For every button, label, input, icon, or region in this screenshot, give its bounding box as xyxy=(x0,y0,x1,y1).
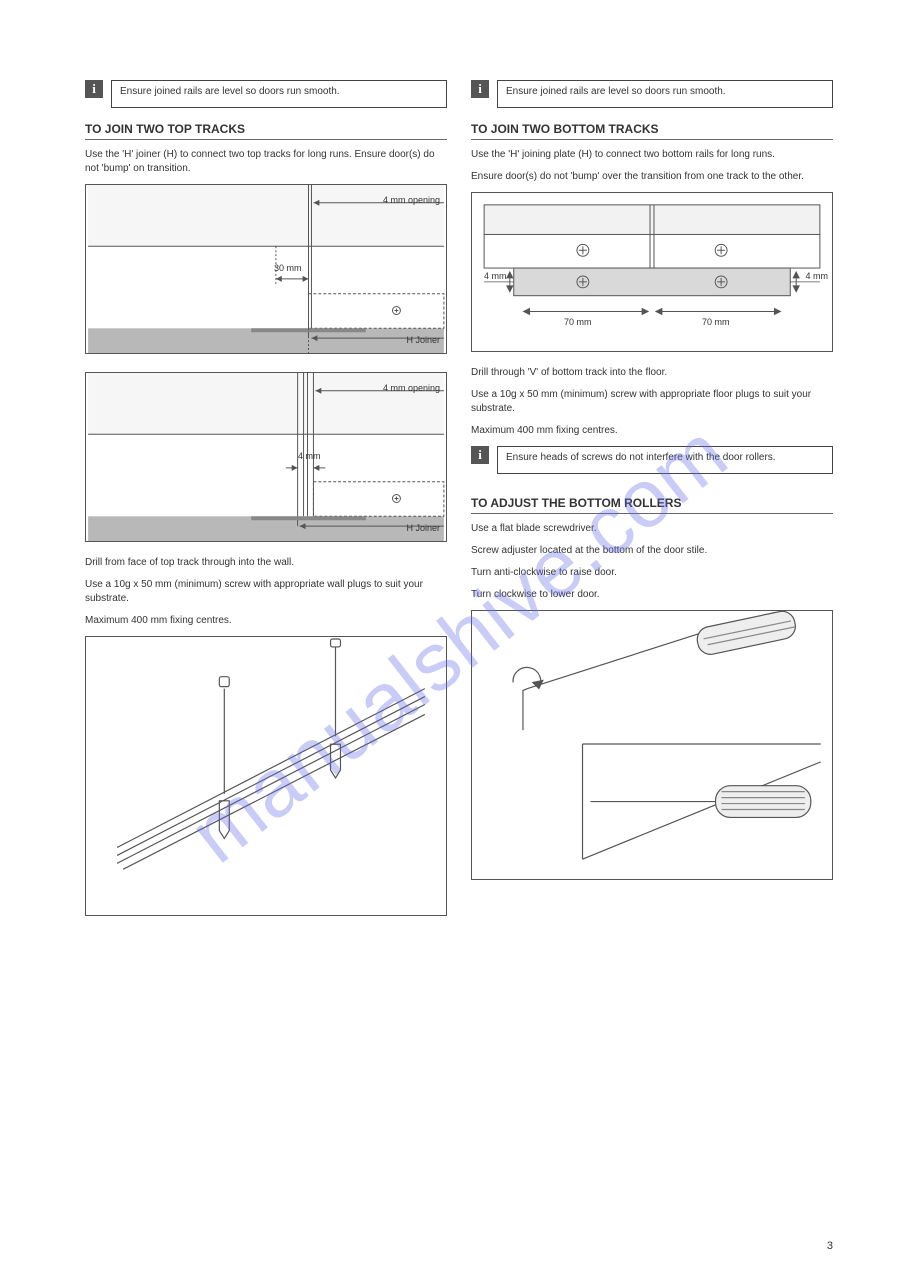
left-diagram-2 xyxy=(85,636,447,916)
right-info-row-1: i Ensure joined rails are level so doors… xyxy=(471,80,833,108)
left-info-row-1: i Ensure joined rails are level so doors… xyxy=(85,80,447,108)
d1a-label2: H Joiner xyxy=(406,335,440,345)
info-icon: i xyxy=(85,80,103,98)
left-section-title-1: TO JOIN TWO TOP TRACKS xyxy=(85,122,447,140)
left-body-2b: Use a 10g x 50 mm (minimum) screw with a… xyxy=(85,578,447,606)
right-info-row-2: i Ensure heads of screws do not interfer… xyxy=(471,446,833,474)
left-body-1: Use the 'H' joiner (H) to connect two to… xyxy=(85,148,447,176)
d1b-label2: H Joiner xyxy=(406,523,440,533)
left-diagram-1a: 4 mm opening H Joiner 30 mm xyxy=(85,184,447,354)
right-section-title-2: TO ADJUST THE BOTTOM ROLLERS xyxy=(471,496,833,514)
left-column: i Ensure joined rails are level so doors… xyxy=(85,80,447,916)
main-columns: i Ensure joined rails are level so doors… xyxy=(85,80,833,916)
info-icon: i xyxy=(471,80,489,98)
d1b-label1: 4 mm opening xyxy=(383,383,440,393)
d1a-label1: 4 mm opening xyxy=(383,195,440,205)
info-icon: i xyxy=(471,446,489,464)
right-body-3a: Use a flat blade screwdriver. xyxy=(471,522,833,536)
right-body-3c: Turn anti-clockwise to raise door. xyxy=(471,566,833,580)
right-info-box-1: Ensure joined rails are level so doors r… xyxy=(497,80,833,108)
right-body-3d: Turn clockwise to lower door. xyxy=(471,588,833,602)
rd1-l3: 70 mm xyxy=(564,317,592,327)
left-body-2c: Maximum 400 mm fixing centres. xyxy=(85,614,447,628)
right-info-box-2: Ensure heads of screws do not interfere … xyxy=(497,446,833,474)
right-body-1a: Use the 'H' joining plate (H) to connect… xyxy=(471,148,833,162)
right-column: i Ensure joined rails are level so doors… xyxy=(471,80,833,916)
rd1-l2: 4 mm xyxy=(806,271,829,281)
d1b-label3: 4 mm xyxy=(298,451,321,461)
left-diagram-1b: 4 mm opening H Joiner 4 mm xyxy=(85,372,447,542)
left-body-2a: Drill from face of top track through int… xyxy=(85,556,447,570)
rd1-l4: 70 mm xyxy=(702,317,730,327)
right-body-3b: Screw adjuster located at the bottom of … xyxy=(471,544,833,558)
right-body-2a: Drill through 'V' of bottom track into t… xyxy=(471,366,833,380)
right-body-1b: Ensure door(s) do not 'bump' over the tr… xyxy=(471,170,833,184)
right-diagram-2 xyxy=(471,610,833,880)
right-body-2c: Maximum 400 mm fixing centres. xyxy=(471,424,833,438)
page-footer: 3 xyxy=(85,1240,833,1252)
right-diagram-1: 4 mm 4 mm 70 mm 70 mm xyxy=(471,192,833,352)
d1a-label3: 30 mm xyxy=(274,263,302,273)
rd1-l1: 4 mm xyxy=(484,271,507,281)
left-info-box-1: Ensure joined rails are level so doors r… xyxy=(111,80,447,108)
right-body-2b: Use a 10g x 50 mm (minimum) screw with a… xyxy=(471,388,833,416)
right-section-title-1: TO JOIN TWO BOTTOM TRACKS xyxy=(471,122,833,140)
